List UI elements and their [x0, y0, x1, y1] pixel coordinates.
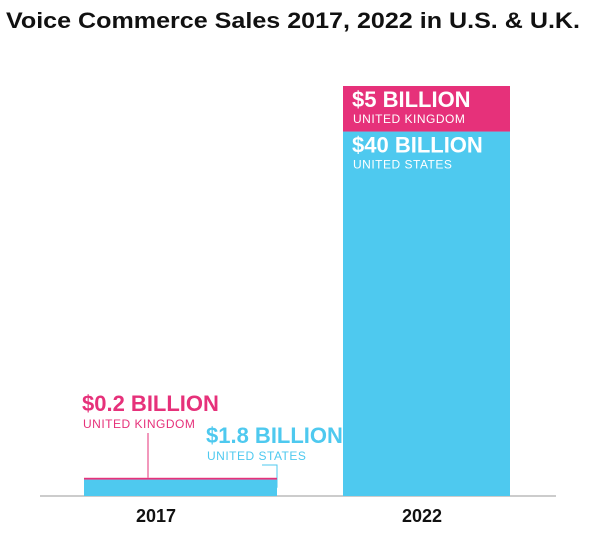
- series-label: UNITED STATES: [353, 158, 452, 172]
- value-label: $0.2 BILLION: [82, 391, 219, 416]
- series-label: UNITED KINGDOM: [83, 417, 195, 431]
- x-tick-label: 2022: [402, 506, 442, 526]
- bar-segment: [84, 477, 277, 480]
- value-label: $5 BILLION: [352, 87, 471, 112]
- x-tick-label: 2017: [136, 506, 176, 526]
- bar-segment: [84, 479, 277, 496]
- value-label: $1.8 BILLION: [206, 423, 343, 448]
- connector: [262, 464, 278, 488]
- series-label: UNITED STATES: [207, 449, 306, 463]
- value-label: $40 BILLION: [352, 132, 483, 157]
- chart-title: Voice Commerce Sales 2017, 2022 in U.S. …: [6, 8, 580, 33]
- series-label: UNITED KINGDOM: [353, 112, 465, 126]
- bar-segment: [343, 131, 510, 497]
- bar-segment: [343, 86, 510, 132]
